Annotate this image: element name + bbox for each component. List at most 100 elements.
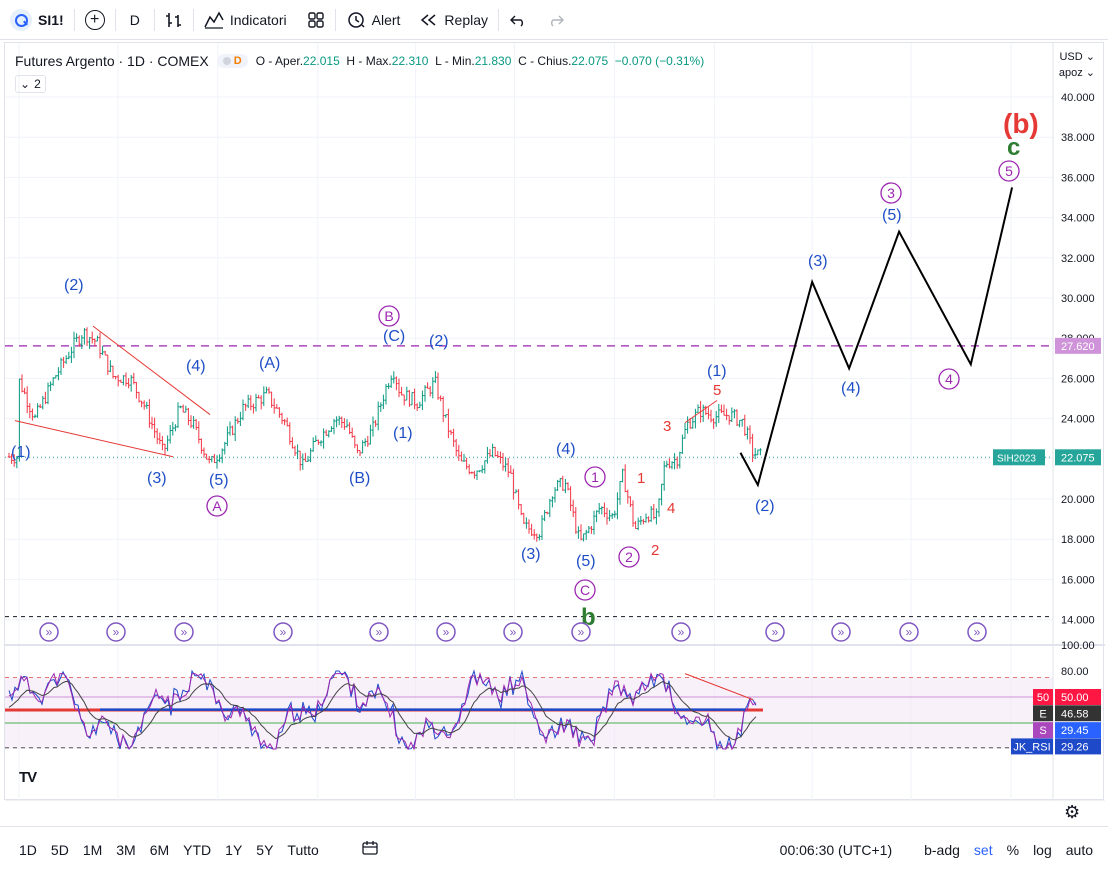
- range-5y[interactable]: 5Y: [256, 841, 274, 858]
- bar-style-icon: [165, 12, 181, 27]
- rsi-tag-label: E: [1039, 708, 1046, 720]
- date-range-icon[interactable]: [354, 840, 386, 859]
- range-1d[interactable]: 1D: [19, 841, 37, 858]
- event-marker-icon: [39, 622, 59, 642]
- undo-button[interactable]: [499, 0, 537, 40]
- close-label: C - Chius.: [518, 54, 572, 68]
- event-marker-icon: [765, 622, 785, 642]
- scale-mode-selector[interactable]: apoz ⌄: [1059, 65, 1095, 81]
- wave-label-purple: 1: [591, 469, 599, 485]
- wave-label-blue: (2): [755, 498, 775, 515]
- wave-label-red: 1: [637, 470, 645, 487]
- currency-selector[interactable]: USD ⌄: [1059, 49, 1095, 65]
- low-value: 21.830: [474, 54, 512, 68]
- wave-label-purple: 5: [1005, 163, 1013, 179]
- event-marker-glyph: »: [578, 625, 585, 639]
- wave-label-purple: A: [212, 498, 222, 514]
- wave-label-big: (b): [1003, 108, 1039, 139]
- price-scale-header: USD ⌄ apoz ⌄: [1059, 49, 1095, 81]
- wave-label-red: 3: [663, 418, 671, 435]
- wave-label-blue: (B): [349, 470, 370, 487]
- price-tick-label: 24.000: [1061, 414, 1095, 426]
- rsi-tag: [1011, 738, 1053, 755]
- rsi-value-tag: [1055, 689, 1101, 705]
- event-marker-icon: [436, 622, 456, 642]
- set-toggle[interactable]: set: [973, 841, 993, 858]
- price-tick-label: 34.000: [1061, 213, 1095, 225]
- templates-icon: [307, 11, 324, 28]
- event-marker-icon: [899, 622, 919, 642]
- rsi-tag: [1033, 722, 1053, 739]
- chart-canvas[interactable]: 40.00038.00036.00034.00032.00030.00028.0…: [5, 43, 1105, 801]
- rsi-tag-label: S: [1039, 725, 1046, 737]
- low-label: L - Min.: [435, 54, 475, 68]
- close-value: 22.075: [571, 54, 609, 68]
- percent-toggle[interactable]: %: [1006, 841, 1020, 858]
- legend-collapse-button[interactable]: ⌄ 2: [15, 75, 46, 93]
- clock-timezone[interactable]: 00:06:30 (UTC+1): [779, 841, 893, 858]
- compare-button[interactable]: +: [75, 0, 115, 40]
- auto-toggle[interactable]: auto: [1065, 841, 1093, 858]
- price-tick-label: 16.000: [1061, 574, 1095, 586]
- wave-label-blue: (4): [841, 380, 861, 397]
- rsi-trendline: [684, 673, 754, 701]
- wave-label-circle: [880, 182, 902, 204]
- alert-clock-icon: [347, 11, 365, 28]
- wave-label-blue: (2): [429, 333, 449, 350]
- replay-button[interactable]: Replay: [410, 0, 498, 40]
- range-all[interactable]: Tutto: [287, 841, 319, 858]
- price-tick-label: 18.000: [1061, 534, 1095, 546]
- change-value: −0.070 (−0.31%): [614, 54, 705, 68]
- wave-label-blue: (5): [209, 472, 229, 489]
- series-legend: Futures Argento · 1D · COMEX D O - Aper.…: [15, 53, 704, 69]
- wave-label-green: c: [1007, 134, 1020, 161]
- wave-label-circle: [618, 546, 640, 568]
- series-title[interactable]: Futures Argento · 1D · COMEX: [15, 53, 209, 69]
- event-marker-glyph: »: [838, 625, 845, 639]
- alert-button[interactable]: Alert: [336, 0, 411, 40]
- event-marker-glyph: »: [376, 625, 383, 639]
- b-adg-toggle[interactable]: b-adg: [924, 841, 960, 858]
- range-1y[interactable]: 1Y: [225, 841, 243, 858]
- undo-icon: [510, 15, 524, 27]
- interval-button[interactable]: D: [116, 0, 154, 40]
- range-3m[interactable]: 3M: [116, 841, 136, 858]
- toolbar-divider: [192, 8, 194, 31]
- elliott-projection-line: [739, 187, 1014, 488]
- replay-label: Replay: [444, 11, 489, 28]
- indicators-button[interactable]: Indicatori: [194, 0, 297, 40]
- rsi-line-purple: [8, 671, 757, 751]
- wave-label-blue: (1): [393, 425, 413, 442]
- log-toggle[interactable]: log: [1033, 841, 1052, 858]
- symbol-tag-label: SIH2023: [997, 453, 1036, 464]
- wave-label-red: 2: [651, 542, 659, 559]
- wave-label-circle: [574, 579, 596, 601]
- rsi-value-tag: [1055, 705, 1101, 722]
- wave-label-blue: (2): [64, 277, 84, 294]
- gear-icon[interactable]: ⚙: [1064, 802, 1081, 822]
- event-marker-glyph: »: [906, 625, 913, 639]
- chart-pane[interactable]: 40.00038.00036.00034.00032.00030.00028.0…: [4, 42, 1105, 801]
- event-marker-glyph: »: [772, 625, 779, 639]
- event-marker-glyph: »: [678, 625, 685, 639]
- data-badge[interactable]: D: [216, 54, 248, 68]
- range-6m[interactable]: 6M: [149, 841, 170, 858]
- last-price-tag-label: 22.075: [1061, 452, 1095, 464]
- top-toolbar: SI1! + D Indicatori Alert Replay: [0, 0, 1108, 40]
- rsi-tick-label: 100.00: [1061, 640, 1095, 652]
- price-tick-label: 20.000: [1061, 494, 1095, 506]
- symbol-search-button[interactable]: SI1!: [0, 0, 74, 40]
- redo-button[interactable]: [537, 0, 575, 40]
- event-marker-icon: [369, 622, 389, 642]
- chart-style-button[interactable]: [155, 0, 193, 40]
- currency-label: USD: [1059, 51, 1083, 63]
- wave-label-circle: [998, 160, 1020, 182]
- range-ytd[interactable]: YTD: [183, 841, 212, 858]
- range-5d[interactable]: 5D: [50, 841, 69, 858]
- event-marker-glyph: »: [113, 625, 120, 639]
- templates-button[interactable]: [297, 0, 335, 40]
- range-1m[interactable]: 1M: [82, 841, 103, 858]
- calendar-icon: [362, 841, 378, 855]
- event-marker-icon: [831, 622, 851, 642]
- tradingview-logo-icon[interactable]: TV: [19, 769, 37, 786]
